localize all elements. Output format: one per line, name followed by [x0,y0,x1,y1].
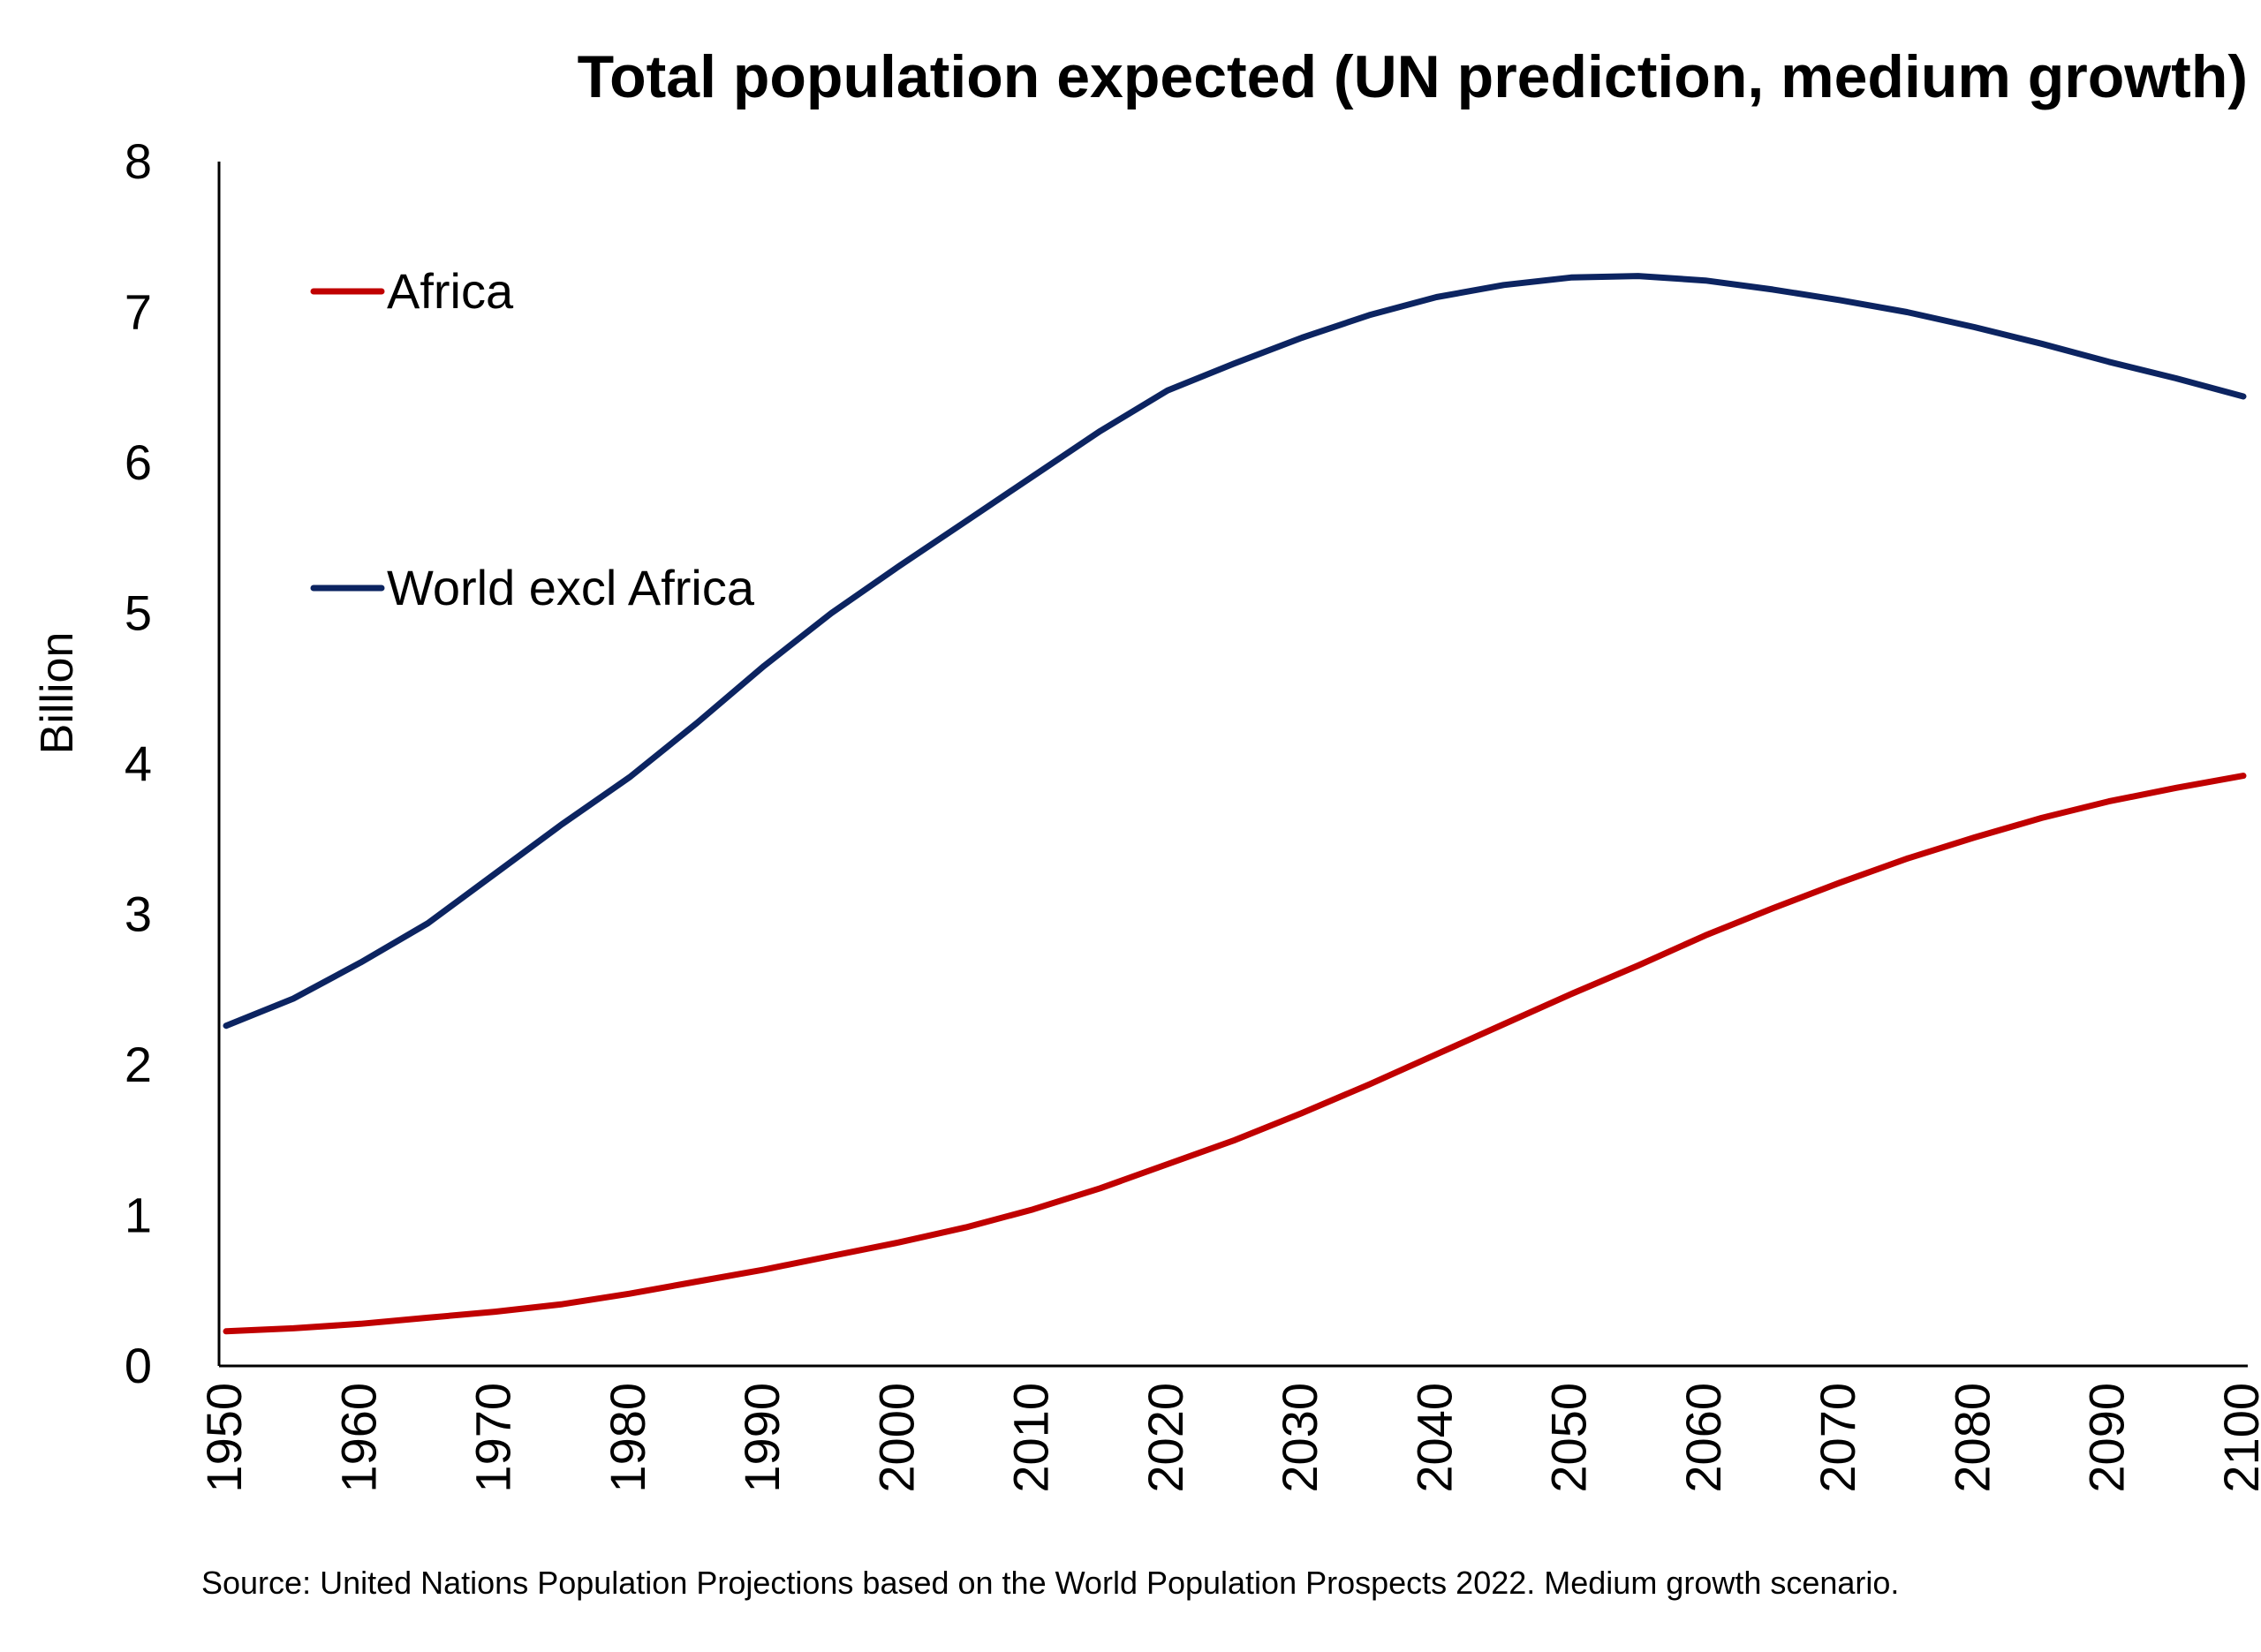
x-axis-ticks: 1950 1960 1970 1980 1990 2000 2010 2020 2030 2040… [196,1383,2261,1493]
y-axis-title: Billion [32,632,83,755]
chart-title: Total population expected (UN prediction… [578,43,2248,110]
source-note: Source: United Nations Population Projec… [201,1565,1899,1601]
x-tick-label: 2010 [1003,1383,1059,1493]
y-axis-ticks: 0 1 2 3 4 5 6 7 8 [125,133,152,1393]
legend: Africa World excl Africa [310,263,755,615]
y-tick-label: 6 [125,434,152,490]
x-tick-label: 2100 [2213,1383,2261,1493]
y-tick-label: 0 [125,1338,152,1393]
x-tick-label: 1970 [465,1383,521,1493]
series-line-africa [223,773,2247,1335]
y-tick-label: 2 [125,1037,152,1092]
legend-label-world-excl-africa: World excl Africa [387,560,755,615]
y-tick-label: 5 [125,585,152,641]
x-tick-label: 2030 [1272,1383,1327,1493]
series-line-world-excl-africa [223,273,2247,1030]
y-tick-label: 1 [125,1188,152,1243]
x-tick-label: 2020 [1138,1383,1193,1493]
x-tick-label: 2070 [1810,1383,1865,1493]
x-tick-label: 1960 [330,1383,386,1493]
x-tick-label: 2050 [1541,1383,1597,1493]
x-tick-label: 2040 [1406,1383,1462,1493]
x-tick-label: 2080 [1944,1383,2000,1493]
y-tick-label: 8 [125,133,152,189]
x-tick-label: 1950 [196,1383,252,1493]
y-tick-label: 4 [125,735,152,791]
x-tick-label: 2060 [1675,1383,1731,1493]
y-tick-label: 3 [125,886,152,942]
x-tick-label: 2090 [2079,1383,2135,1493]
y-tick-label: 7 [125,284,152,340]
x-tick-label: 2000 [868,1383,924,1493]
legend-label-africa: Africa [387,263,514,319]
data-series [223,273,2247,1335]
x-tick-label: 1980 [600,1383,655,1493]
x-tick-label: 1990 [734,1383,790,1493]
